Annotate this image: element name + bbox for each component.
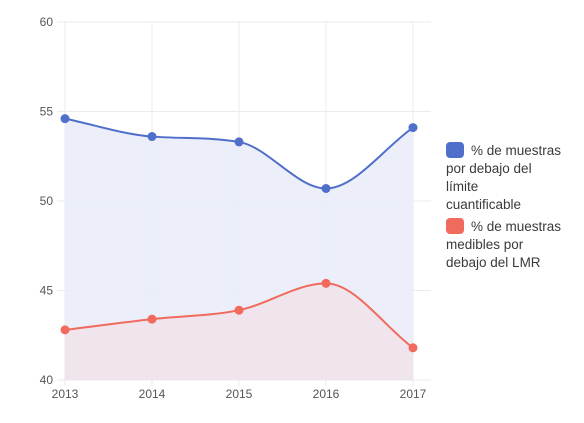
legend-swatch[interactable] bbox=[446, 142, 464, 158]
legend-label: por debajo del bbox=[446, 161, 532, 176]
legend-label: medibles por bbox=[446, 237, 524, 252]
x-tick-label: 2014 bbox=[139, 387, 166, 401]
data-point[interactable] bbox=[321, 278, 331, 288]
legend-item-1[interactable]: % de muestras por debajo del límite cuantif… bbox=[446, 142, 561, 212]
y-tick-label: 45 bbox=[40, 284, 54, 298]
data-point[interactable] bbox=[147, 314, 157, 324]
data-point[interactable] bbox=[234, 305, 244, 315]
data-point[interactable] bbox=[408, 343, 418, 353]
legend-label: % de muestras bbox=[471, 143, 561, 158]
legend[interactable]: % de muestras por debajo del límite cuantif… bbox=[446, 142, 561, 270]
x-tick-label: 2015 bbox=[226, 387, 253, 401]
y-tick-label: 55 bbox=[40, 105, 54, 119]
x-tick-label: 2013 bbox=[52, 387, 79, 401]
data-point[interactable] bbox=[408, 123, 418, 133]
legend-label: % de muestras bbox=[471, 219, 561, 234]
data-point[interactable] bbox=[234, 137, 244, 147]
series-area-2 bbox=[65, 283, 413, 380]
y-tick-label: 60 bbox=[40, 15, 54, 29]
legend-label: debajo del LMR bbox=[446, 255, 541, 270]
data-point[interactable] bbox=[60, 114, 70, 124]
legend-item-2[interactable]: % de muestras medibles por debajo del LMR bbox=[446, 218, 561, 270]
data-point[interactable] bbox=[321, 183, 331, 193]
series-points bbox=[60, 114, 418, 353]
axes: 40 45 50 55 60 2013 2014 2015 2016 2017 bbox=[40, 15, 427, 401]
data-point[interactable] bbox=[60, 325, 70, 335]
legend-label: límite bbox=[446, 179, 478, 194]
y-tick-label: 40 bbox=[40, 373, 54, 387]
legend-swatch[interactable] bbox=[446, 218, 464, 234]
series-areas bbox=[65, 118, 413, 380]
data-point[interactable] bbox=[147, 132, 157, 142]
legend-label: cuantificable bbox=[446, 197, 521, 212]
y-tick-label: 50 bbox=[40, 194, 54, 208]
x-tick-label: 2017 bbox=[400, 387, 427, 401]
x-tick-label: 2016 bbox=[313, 387, 340, 401]
